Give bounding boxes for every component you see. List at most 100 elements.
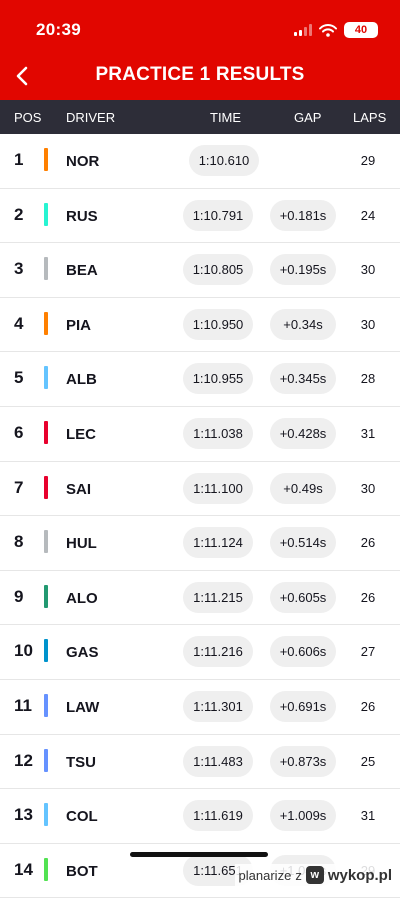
gap-to-leader: +0.691s <box>270 690 336 722</box>
result-row[interactable]: 7 SAI 1:11.100 +0.49s 30 <box>0 462 400 517</box>
gap-to-leader: +0.345s <box>270 363 336 395</box>
driver-code: ALB <box>66 371 97 389</box>
watermark-user: planarize <box>238 867 292 883</box>
result-row[interactable]: 12 TSU 1:11.483 +0.873s 25 <box>0 735 400 790</box>
lap-time: 1:10.955 <box>183 363 253 395</box>
column-header-driver: DRIVER <box>66 110 116 125</box>
laps-count: 31 <box>360 425 376 441</box>
watermark-site: wykop.pl <box>327 866 392 884</box>
laps-count: 31 <box>360 808 376 824</box>
position-number: 12 <box>14 750 33 770</box>
team-color-bar <box>44 420 48 444</box>
laps-count: 29 <box>360 153 376 168</box>
team-color-bar <box>44 311 48 335</box>
column-header-laps: LAPS <box>353 110 387 125</box>
column-header-pos: POS <box>14 110 42 125</box>
result-row[interactable]: 5 ALB 1:10.955 +0.345s 28 <box>0 352 400 407</box>
lap-time: 1:11.215 <box>183 581 253 613</box>
wifi-icon <box>319 23 337 37</box>
laps-count: 30 <box>360 480 376 496</box>
position-number: 9 <box>14 586 24 606</box>
status-time: 20:39 <box>36 20 81 39</box>
column-header-gap: GAP <box>294 110 322 125</box>
result-row[interactable]: 13 COL 1:11.619 +1.009s 31 <box>0 789 400 844</box>
position-number: 10 <box>14 641 33 661</box>
gap-to-leader: +0.195s <box>270 254 336 286</box>
wykop-logo-icon: w <box>305 866 324 884</box>
chevron-left-icon <box>16 66 28 86</box>
battery-icon: 40 <box>344 22 378 38</box>
lap-time: 1:10.805 <box>183 254 253 286</box>
result-row[interactable]: 6 LEC 1:11.038 +0.428s 31 <box>0 407 400 462</box>
column-header-time: TIME <box>210 110 242 125</box>
team-color-bar <box>44 530 48 554</box>
result-row[interactable]: 11 LAW 1:11.301 +0.691s 26 <box>0 680 400 735</box>
position-number: 8 <box>14 532 24 552</box>
laps-count: 27 <box>360 644 376 660</box>
driver-code: HUL <box>66 535 97 553</box>
lap-time: 1:10.950 <box>183 308 253 340</box>
driver-code: LAW <box>66 698 100 716</box>
team-color-bar <box>44 475 48 499</box>
driver-code: BEA <box>66 262 98 280</box>
gap-to-leader: +0.606s <box>270 636 336 668</box>
driver-code: LEC <box>66 425 96 443</box>
team-color-bar <box>44 584 48 608</box>
gap-to-leader: +0.428s <box>270 417 336 449</box>
position-number: 3 <box>14 259 24 279</box>
back-button[interactable] <box>8 62 36 90</box>
page-title: PRACTICE 1 RESULTS <box>95 64 305 85</box>
lap-time: 1:11.301 <box>183 690 253 722</box>
driver-code: TSU <box>66 753 96 771</box>
position-number: 5 <box>14 368 24 388</box>
team-color-bar <box>44 202 48 226</box>
team-color-bar <box>44 803 48 827</box>
position-number: 11 <box>14 695 32 715</box>
laps-count: 28 <box>360 371 376 387</box>
lap-time: 1:10.610 <box>189 145 259 176</box>
position-number: 14 <box>14 859 33 879</box>
lap-time: 1:11.038 <box>183 417 253 449</box>
lap-time: 1:11.619 <box>183 800 253 832</box>
gap-to-leader: +0.181s <box>270 199 336 231</box>
laps-count: 30 <box>360 316 376 332</box>
position-number: 6 <box>14 422 24 442</box>
lap-time: 1:11.100 <box>183 472 253 504</box>
watermark: planarize z w wykop.pl <box>234 864 396 886</box>
watermark-separator: z <box>295 867 302 883</box>
team-color-bar <box>44 748 48 772</box>
driver-code: SAI <box>66 480 92 498</box>
team-color-bar <box>44 693 48 717</box>
column-header-bar: POS DRIVER TIME GAP LAPS <box>0 100 400 134</box>
position-number: 1 <box>14 150 24 169</box>
driver-code: GAS <box>66 644 99 662</box>
position-number: 2 <box>14 204 24 224</box>
gap-to-leader: +0.514s <box>270 527 336 559</box>
driver-code: RUS <box>66 207 98 225</box>
result-row[interactable]: 9 ALO 1:11.215 +0.605s 26 <box>0 571 400 626</box>
laps-count: 25 <box>360 753 376 769</box>
result-row[interactable]: 8 HUL 1:11.124 +0.514s 26 <box>0 516 400 571</box>
gap-to-leader: +0.34s <box>270 308 336 340</box>
home-indicator[interactable] <box>130 852 268 857</box>
result-row[interactable]: 10 GAS 1:11.216 +0.606s 27 <box>0 625 400 680</box>
lap-time: 1:11.216 <box>183 636 253 668</box>
result-row[interactable]: 1 NOR 1:10.610 29 <box>0 134 400 189</box>
result-row[interactable]: 2 RUS 1:10.791 +0.181s 24 <box>0 189 400 244</box>
gap-to-leader: +0.49s <box>270 472 336 504</box>
laps-count: 30 <box>360 262 376 278</box>
team-color-bar <box>44 857 48 881</box>
position-number: 7 <box>14 477 24 497</box>
result-row[interactable]: 3 BEA 1:10.805 +0.195s 30 <box>0 243 400 298</box>
team-color-bar <box>44 148 48 171</box>
team-color-bar <box>44 257 48 281</box>
driver-code: ALO <box>66 589 98 607</box>
team-color-bar <box>44 366 48 390</box>
driver-code: COL <box>66 808 98 826</box>
gap-to-leader: +0.605s <box>270 581 336 613</box>
laps-count: 26 <box>360 535 376 551</box>
lap-time: 1:11.124 <box>183 527 253 559</box>
position-number: 13 <box>14 805 33 825</box>
result-row[interactable]: 4 PIA 1:10.950 +0.34s 30 <box>0 298 400 353</box>
driver-code: PIA <box>66 316 92 334</box>
